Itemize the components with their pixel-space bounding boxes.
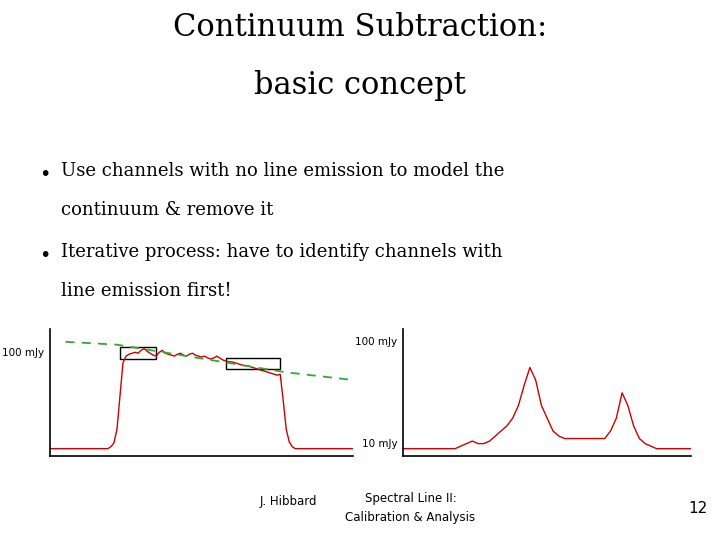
Text: J. Hibbard: J. Hibbard (259, 495, 317, 508)
Text: Iterative process: have to identify channels with: Iterative process: have to identify chan… (61, 243, 503, 261)
Text: basic concept: basic concept (254, 70, 466, 101)
Text: •: • (40, 246, 51, 265)
Text: 12: 12 (689, 501, 708, 516)
Text: •: • (40, 165, 51, 184)
Text: Use channels with no line emission to model the: Use channels with no line emission to mo… (61, 162, 505, 180)
Bar (226, 358, 280, 369)
Text: Spectral Line II:: Spectral Line II: (364, 492, 456, 505)
Text: line emission first!: line emission first! (61, 282, 232, 300)
Text: 10 mJy: 10 mJy (362, 438, 397, 449)
Text: continuum & remove it: continuum & remove it (61, 201, 274, 219)
Text: 100 mJy: 100 mJy (2, 348, 45, 358)
Text: 100 mJy: 100 mJy (355, 337, 397, 347)
Text: Calibration & Analysis: Calibration & Analysis (346, 511, 475, 524)
Bar (120, 347, 156, 359)
Text: Continuum Subtraction:: Continuum Subtraction: (173, 12, 547, 43)
